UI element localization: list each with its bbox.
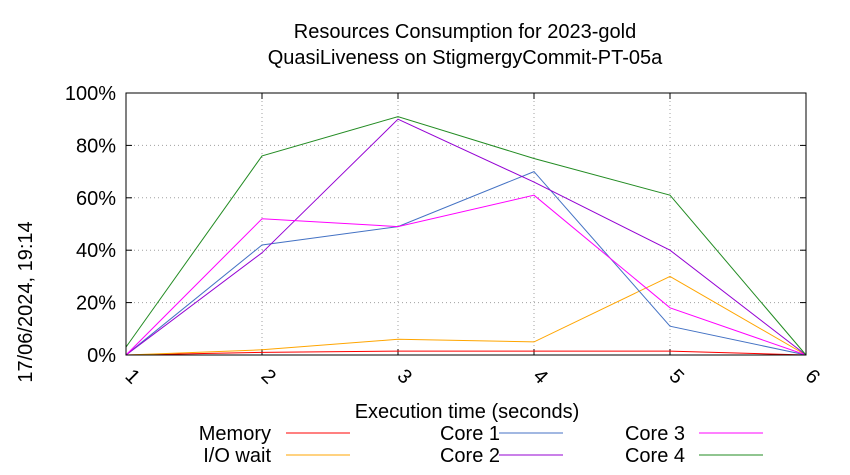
series-line-core-3 — [125, 194, 807, 356]
legend-label: Core 3 — [625, 423, 685, 445]
y-tick-label: 100% — [65, 83, 116, 105]
series-line-core-4 — [125, 116, 807, 356]
timestamp: 17/06/2024, 19:14 — [15, 221, 37, 382]
x-tick-label: 1 — [121, 365, 144, 388]
y-axis: 0% 20% 40% 60% 80% 100% — [65, 83, 806, 367]
legend-label: Memory — [199, 423, 271, 445]
y-tick-label: 40% — [76, 240, 116, 262]
chart-subtitle: QuasiLiveness on StigmergyCommit-PT-05a — [268, 47, 663, 69]
x-tick-label: 4 — [529, 365, 552, 388]
legend-label: Core 2 — [440, 445, 500, 467]
plot-frame — [125, 92, 807, 356]
y-tick-label: 80% — [76, 135, 116, 157]
series-lines — [125, 116, 807, 356]
y-tick-label: 20% — [76, 293, 116, 315]
series-line-core-2 — [125, 118, 807, 356]
x-tick-label: 5 — [665, 365, 688, 388]
x-axis-label: Execution time (seconds) — [355, 401, 580, 423]
legend-label: I/O wait — [203, 445, 271, 467]
series-line-memory — [125, 350, 807, 356]
x-tick-label: 2 — [257, 365, 280, 388]
series-line-i-o-wait — [125, 275, 807, 356]
x-axis: 1 2 3 4 5 6 — [121, 93, 824, 388]
y-tick-label: 60% — [76, 188, 116, 210]
x-tick-label: 3 — [393, 365, 416, 388]
y-tick-label: 0% — [87, 345, 116, 367]
series-line-core-1 — [125, 171, 807, 356]
legend-label: Core 4 — [625, 445, 685, 467]
grid — [126, 93, 806, 355]
x-tick-label: 6 — [801, 365, 824, 388]
chart-title: Resources Consumption for 2023-gold — [294, 21, 636, 43]
legend-label: Core 1 — [440, 423, 500, 445]
